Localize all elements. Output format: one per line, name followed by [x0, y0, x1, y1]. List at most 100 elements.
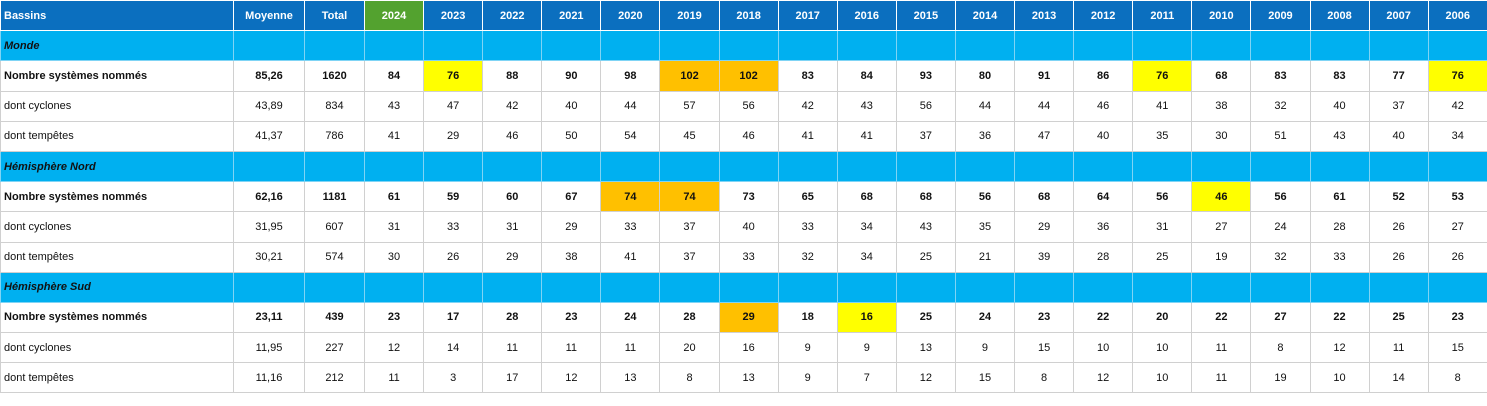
section-row: Hémisphère Nord	[0, 150, 1487, 183]
section-row: Hémisphère Sud	[0, 271, 1487, 303]
value-cell: 38	[1191, 90, 1252, 122]
section-cell	[423, 30, 484, 62]
value-cell: 42	[1427, 90, 1487, 122]
value-cell: 10	[1073, 332, 1134, 364]
value-cell: 20	[1132, 301, 1193, 334]
value-cell: 11,95	[233, 332, 305, 364]
value-cell: 34	[836, 211, 897, 243]
header-cell: 2018	[718, 0, 779, 32]
section-cell	[482, 150, 543, 183]
value-cell: 22	[1191, 301, 1252, 334]
header-cell: 2011	[1132, 0, 1193, 32]
value-cell: 26	[423, 241, 484, 273]
data-row: dont cyclones 43,89 834 43 47 42 40 44 57 56 42 43 5…	[0, 90, 1487, 122]
section-cell	[895, 271, 956, 303]
value-cell: 13	[600, 362, 661, 394]
value-cell: 40	[1368, 120, 1429, 152]
section-cell	[659, 30, 720, 62]
value-cell: 33	[777, 211, 838, 243]
section-cell	[1250, 271, 1311, 303]
header-cell: 2023	[423, 0, 484, 32]
value-cell: 68	[836, 181, 897, 213]
section-cell	[541, 30, 602, 62]
value-cell: 32	[1250, 90, 1311, 122]
section-cell	[233, 150, 305, 183]
section-cell	[1427, 30, 1487, 62]
section-cell	[1073, 30, 1134, 62]
section-cell	[836, 30, 897, 62]
value-cell: 32	[777, 241, 838, 273]
value-cell: 40	[541, 90, 602, 122]
value-cell: 24	[1250, 211, 1311, 243]
section-cell	[777, 150, 838, 183]
section-cell	[423, 271, 484, 303]
section-cell	[541, 150, 602, 183]
value-cell: 65	[777, 181, 838, 213]
value-cell: 12	[895, 362, 956, 394]
value-cell: 30,21	[233, 241, 305, 273]
value-cell: 86	[1073, 60, 1134, 92]
header-cell: 2008	[1309, 0, 1370, 32]
value-cell: 29	[718, 301, 779, 334]
section-cell	[304, 150, 365, 183]
header-cell: 2006	[1427, 0, 1487, 32]
value-cell: 28	[1309, 211, 1370, 243]
section-cell	[659, 150, 720, 183]
value-cell: 9	[836, 332, 897, 364]
value-cell: 28	[659, 301, 720, 334]
value-cell: 41	[836, 120, 897, 152]
section-cell	[1073, 150, 1134, 183]
value-cell: 35	[1132, 120, 1193, 152]
value-cell: 56	[718, 90, 779, 122]
value-cell: 33	[423, 211, 484, 243]
value-cell: 40	[1073, 120, 1134, 152]
value-cell: 22	[1309, 301, 1370, 334]
value-cell: 53	[1427, 181, 1487, 213]
value-cell: 43,89	[233, 90, 305, 122]
value-cell: 23	[541, 301, 602, 334]
section-cell	[659, 271, 720, 303]
value-cell: 27	[1250, 301, 1311, 334]
row-label: dont cyclones	[0, 332, 234, 364]
value-cell: 68	[895, 181, 956, 213]
value-cell: 22	[1073, 301, 1134, 334]
value-cell: 37	[659, 241, 720, 273]
data-row: Nombre systèmes nommés 23,11 439 23 17 28 23 24…	[0, 301, 1487, 334]
value-cell: 44	[600, 90, 661, 122]
value-cell: 80	[954, 60, 1016, 92]
section-cell	[895, 30, 956, 62]
value-cell: 17	[482, 362, 543, 394]
header-cell: Moyenne	[233, 0, 305, 32]
value-cell: 76	[423, 60, 484, 92]
value-cell: 34	[1427, 120, 1487, 152]
section-cell	[1073, 271, 1134, 303]
value-cell: 26	[1368, 211, 1429, 243]
value-cell: 13	[895, 332, 956, 364]
row-label: dont tempêtes	[0, 362, 234, 394]
header-row: Bassins Moyenne Total 2024 2023 2022 2021 2020 2…	[0, 0, 1487, 32]
section-cell	[954, 30, 1016, 62]
value-cell: 10	[1132, 332, 1193, 364]
value-cell: 83	[777, 60, 838, 92]
section-cell	[718, 271, 779, 303]
section-cell	[363, 150, 425, 183]
section-cell	[1132, 30, 1193, 62]
value-cell: 439	[304, 301, 365, 334]
header-cell: 2013	[1014, 0, 1075, 32]
value-cell: 8	[1014, 362, 1075, 394]
section-cell	[363, 30, 425, 62]
value-cell: 227	[304, 332, 365, 364]
row-label: Nombre systèmes nommés	[0, 181, 234, 213]
value-cell: 11	[1191, 332, 1252, 364]
value-cell: 607	[304, 211, 365, 243]
value-cell: 26	[1368, 241, 1429, 273]
header-cell: 2007	[1368, 0, 1429, 32]
data-row: dont cyclones 31,95 607 31 33 31 29 33 37 40 33 34 4…	[0, 211, 1487, 243]
value-cell: 30	[1191, 120, 1252, 152]
data-row: Nombre systèmes nommés 85,26 1620 84 76 88 90 9…	[0, 60, 1487, 92]
value-cell: 46	[718, 120, 779, 152]
value-cell: 61	[1309, 181, 1370, 213]
value-cell: 62,16	[233, 181, 305, 213]
value-cell: 43	[1309, 120, 1370, 152]
